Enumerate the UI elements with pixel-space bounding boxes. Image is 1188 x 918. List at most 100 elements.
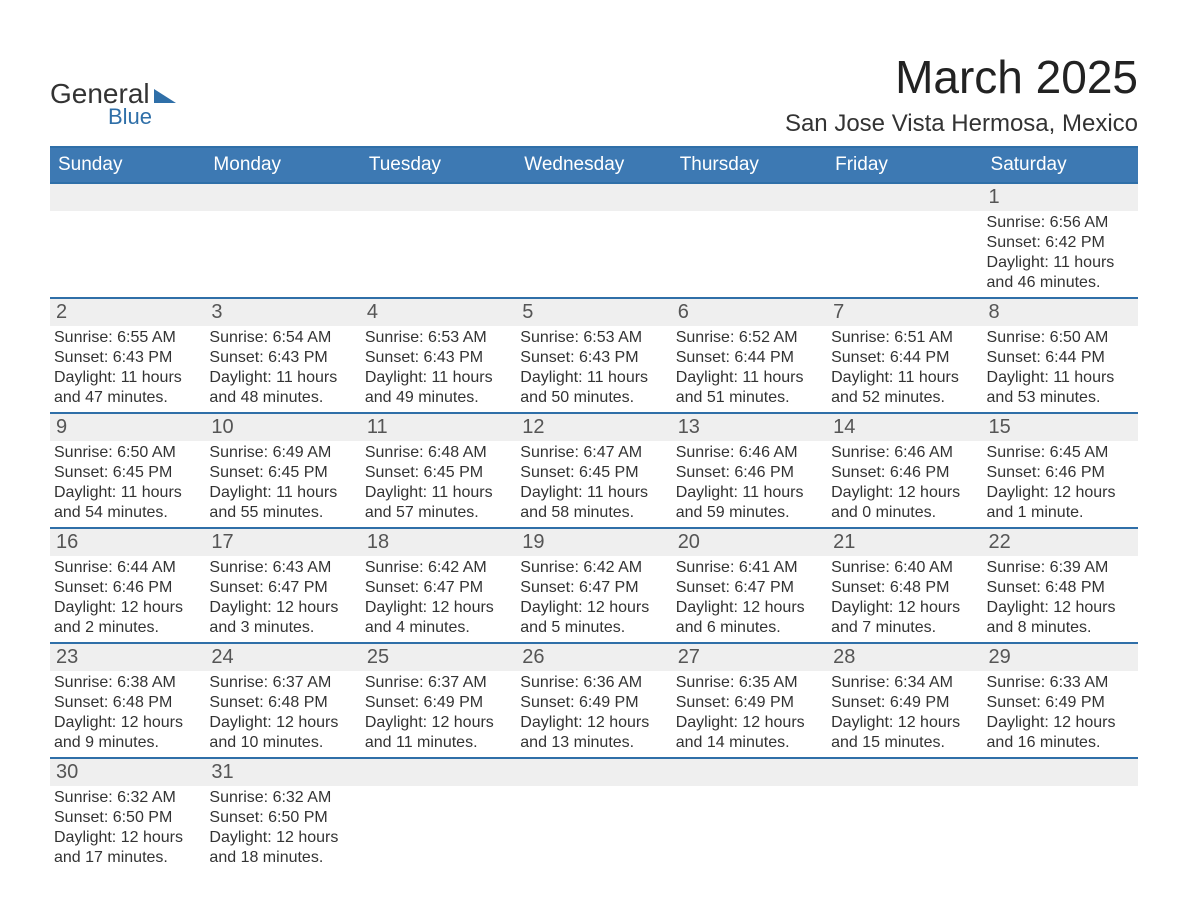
day-number: 10 xyxy=(205,414,360,441)
sunrise-text: Sunrise: 6:54 AM xyxy=(209,328,356,348)
day-details: Sunrise: 6:38 AMSunset: 6:48 PMDaylight:… xyxy=(50,671,205,757)
daylight-text: Daylight: 11 hours and 47 minutes. xyxy=(54,368,201,408)
sunset-text: Sunset: 6:48 PM xyxy=(209,693,356,713)
day-number: 12 xyxy=(516,414,671,441)
day-details xyxy=(827,786,982,872)
sunset-text: Sunset: 6:50 PM xyxy=(54,808,201,828)
sunset-text: Sunset: 6:45 PM xyxy=(209,463,356,483)
sunset-text: Sunset: 6:47 PM xyxy=(520,578,667,598)
day-number: 28 xyxy=(827,644,982,671)
daylight-text: Daylight: 12 hours and 11 minutes. xyxy=(365,713,512,753)
sunset-text: Sunset: 6:49 PM xyxy=(520,693,667,713)
day-details: Sunrise: 6:41 AMSunset: 6:47 PMDaylight:… xyxy=(672,556,827,642)
day-number: 9 xyxy=(50,414,205,441)
day-details: Sunrise: 6:42 AMSunset: 6:47 PMDaylight:… xyxy=(516,556,671,642)
day-details: Sunrise: 6:44 AMSunset: 6:46 PMDaylight:… xyxy=(50,556,205,642)
sunset-text: Sunset: 6:43 PM xyxy=(54,348,201,368)
sunrise-text: Sunrise: 6:36 AM xyxy=(520,673,667,693)
day-details: Sunrise: 6:49 AMSunset: 6:45 PMDaylight:… xyxy=(205,441,360,527)
sunrise-text: Sunrise: 6:40 AM xyxy=(831,558,978,578)
day-number: 26 xyxy=(516,644,671,671)
day-details xyxy=(205,211,360,297)
day-details: Sunrise: 6:40 AMSunset: 6:48 PMDaylight:… xyxy=(827,556,982,642)
day-number xyxy=(50,184,205,211)
daylight-text: Daylight: 12 hours and 18 minutes. xyxy=(209,828,356,868)
day-details xyxy=(516,786,671,872)
sunrise-text: Sunrise: 6:50 AM xyxy=(987,328,1134,348)
daylight-text: Daylight: 12 hours and 3 minutes. xyxy=(209,598,356,638)
day-number: 17 xyxy=(205,529,360,556)
daylight-text: Daylight: 12 hours and 17 minutes. xyxy=(54,828,201,868)
sunset-text: Sunset: 6:47 PM xyxy=(209,578,356,598)
day-details: Sunrise: 6:46 AMSunset: 6:46 PMDaylight:… xyxy=(672,441,827,527)
day-header-tuesday: Tuesday xyxy=(361,148,516,182)
daylight-text: Daylight: 12 hours and 9 minutes. xyxy=(54,713,201,753)
day-number: 1 xyxy=(983,184,1138,211)
day-number: 16 xyxy=(50,529,205,556)
day-details xyxy=(672,211,827,297)
week-details-row: Sunrise: 6:50 AMSunset: 6:45 PMDaylight:… xyxy=(50,441,1138,527)
day-header-monday: Monday xyxy=(205,148,360,182)
day-details: Sunrise: 6:53 AMSunset: 6:43 PMDaylight:… xyxy=(361,326,516,412)
day-number: 18 xyxy=(361,529,516,556)
daylight-text: Daylight: 11 hours and 58 minutes. xyxy=(520,483,667,523)
sunrise-text: Sunrise: 6:38 AM xyxy=(54,673,201,693)
sunrise-text: Sunrise: 6:53 AM xyxy=(520,328,667,348)
title-block: March 2025 San Jose Vista Hermosa, Mexic… xyxy=(785,50,1138,138)
day-details: Sunrise: 6:55 AMSunset: 6:43 PMDaylight:… xyxy=(50,326,205,412)
sunset-text: Sunset: 6:45 PM xyxy=(520,463,667,483)
sunset-text: Sunset: 6:48 PM xyxy=(831,578,978,598)
day-details xyxy=(827,211,982,297)
daylight-text: Daylight: 11 hours and 50 minutes. xyxy=(520,368,667,408)
day-number: 15 xyxy=(983,414,1138,441)
day-number xyxy=(983,759,1138,786)
day-details: Sunrise: 6:35 AMSunset: 6:49 PMDaylight:… xyxy=(672,671,827,757)
sunrise-text: Sunrise: 6:32 AM xyxy=(54,788,201,808)
sunset-text: Sunset: 6:50 PM xyxy=(209,808,356,828)
sunrise-text: Sunrise: 6:51 AM xyxy=(831,328,978,348)
day-number: 13 xyxy=(672,414,827,441)
day-details: Sunrise: 6:51 AMSunset: 6:44 PMDaylight:… xyxy=(827,326,982,412)
sunset-text: Sunset: 6:45 PM xyxy=(54,463,201,483)
sunset-text: Sunset: 6:43 PM xyxy=(209,348,356,368)
day-number xyxy=(672,759,827,786)
sunrise-text: Sunrise: 6:35 AM xyxy=(676,673,823,693)
day-details: Sunrise: 6:56 AMSunset: 6:42 PMDaylight:… xyxy=(983,211,1138,297)
day-number: 19 xyxy=(516,529,671,556)
daylight-text: Daylight: 12 hours and 0 minutes. xyxy=(831,483,978,523)
daylight-text: Daylight: 12 hours and 16 minutes. xyxy=(987,713,1134,753)
day-details xyxy=(672,786,827,872)
week-daynum-row: 3031 xyxy=(50,757,1138,786)
sunset-text: Sunset: 6:46 PM xyxy=(987,463,1134,483)
week-daynum-row: 23242526272829 xyxy=(50,642,1138,671)
daylight-text: Daylight: 12 hours and 14 minutes. xyxy=(676,713,823,753)
day-number: 23 xyxy=(50,644,205,671)
day-number: 6 xyxy=(672,299,827,326)
day-details: Sunrise: 6:54 AMSunset: 6:43 PMDaylight:… xyxy=(205,326,360,412)
sunrise-text: Sunrise: 6:48 AM xyxy=(365,443,512,463)
sunset-text: Sunset: 6:48 PM xyxy=(987,578,1134,598)
sunrise-text: Sunrise: 6:47 AM xyxy=(520,443,667,463)
day-details: Sunrise: 6:32 AMSunset: 6:50 PMDaylight:… xyxy=(50,786,205,872)
day-details xyxy=(983,786,1138,872)
day-details xyxy=(361,211,516,297)
day-number xyxy=(516,184,671,211)
sunrise-text: Sunrise: 6:52 AM xyxy=(676,328,823,348)
daylight-text: Daylight: 11 hours and 59 minutes. xyxy=(676,483,823,523)
sunrise-text: Sunrise: 6:46 AM xyxy=(831,443,978,463)
day-number: 31 xyxy=(205,759,360,786)
sunset-text: Sunset: 6:47 PM xyxy=(676,578,823,598)
day-details: Sunrise: 6:50 AMSunset: 6:44 PMDaylight:… xyxy=(983,326,1138,412)
sunrise-text: Sunrise: 6:53 AM xyxy=(365,328,512,348)
sunrise-text: Sunrise: 6:33 AM xyxy=(987,673,1134,693)
sunset-text: Sunset: 6:43 PM xyxy=(365,348,512,368)
weeks-container: 1Sunrise: 6:56 AMSunset: 6:42 PMDaylight… xyxy=(50,182,1138,872)
day-header-row: Sunday Monday Tuesday Wednesday Thursday… xyxy=(50,148,1138,182)
day-details: Sunrise: 6:36 AMSunset: 6:49 PMDaylight:… xyxy=(516,671,671,757)
week-daynum-row: 9101112131415 xyxy=(50,412,1138,441)
daylight-text: Daylight: 11 hours and 49 minutes. xyxy=(365,368,512,408)
sunset-text: Sunset: 6:47 PM xyxy=(365,578,512,598)
day-number: 30 xyxy=(50,759,205,786)
day-header-sunday: Sunday xyxy=(50,148,205,182)
day-details: Sunrise: 6:43 AMSunset: 6:47 PMDaylight:… xyxy=(205,556,360,642)
